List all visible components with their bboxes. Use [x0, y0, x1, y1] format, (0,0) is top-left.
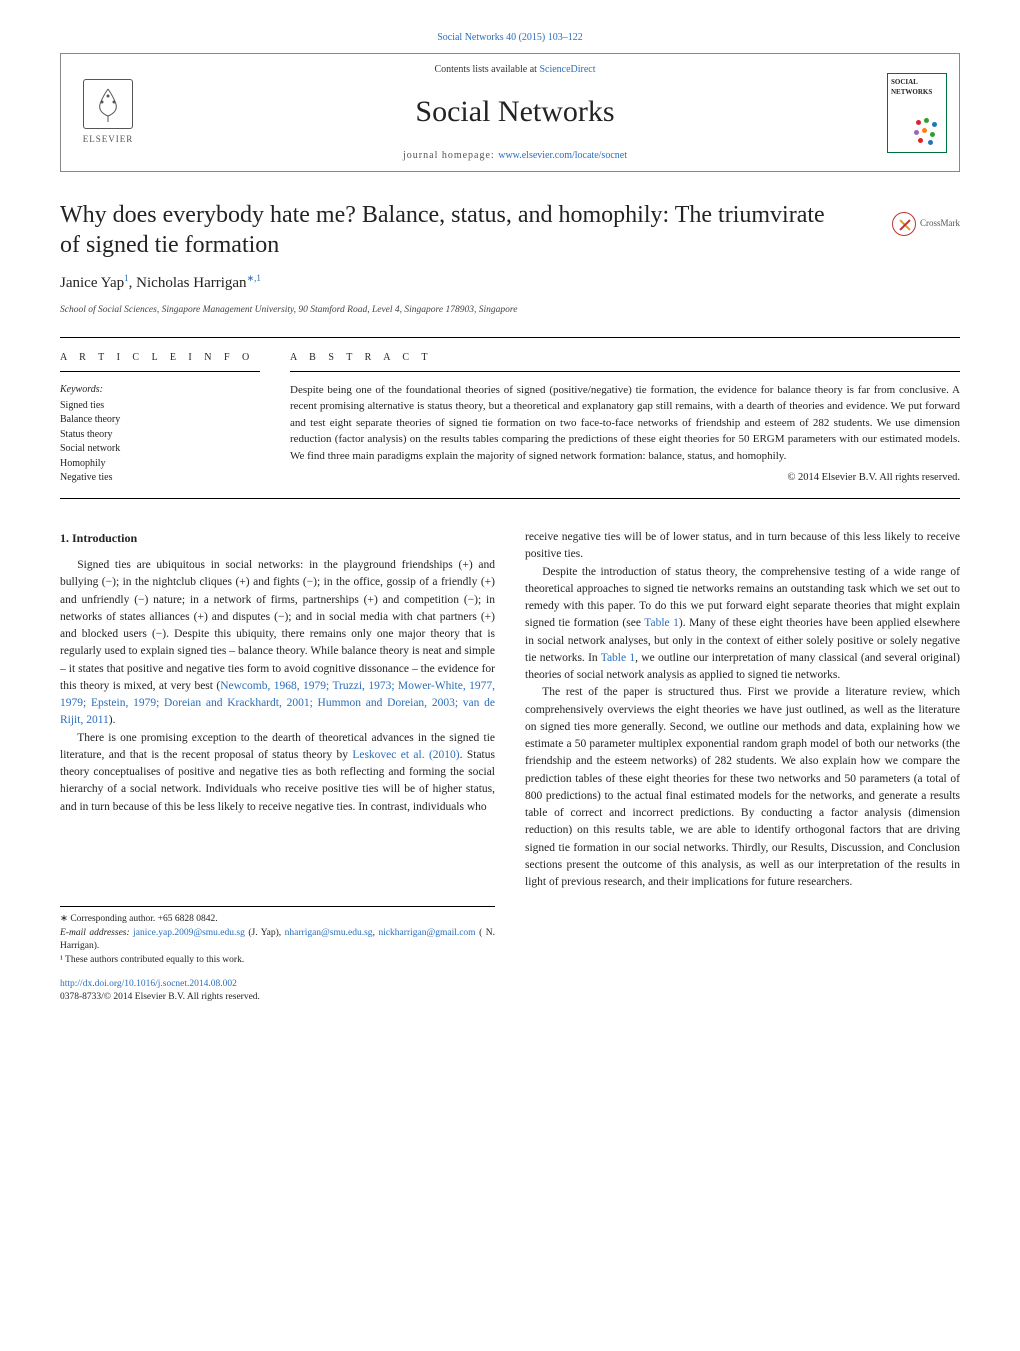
abstract-copyright: © 2014 Elsevier B.V. All rights reserved…	[290, 470, 960, 486]
keyword-item: Balance theory	[60, 413, 260, 428]
abstract: A B S T R A C T Despite being one of the…	[290, 350, 960, 486]
keyword-item: Negative ties	[60, 471, 260, 486]
affiliation: School of Social Sciences, Singapore Man…	[60, 303, 960, 317]
cover-title: SOCIAL NETWORKS	[891, 77, 943, 98]
email-3[interactable]: nickharrigan@gmail.com	[378, 928, 475, 938]
keywords-label: Keywords:	[60, 382, 260, 397]
homepage-prefix: journal homepage:	[403, 150, 498, 161]
keywords-list: Signed tiesBalance theoryStatus theorySo…	[60, 399, 260, 486]
journal-cover-thumbnail: SOCIAL NETWORKS	[887, 73, 947, 153]
email-2[interactable]: nharrigan@smu.edu.sg	[285, 928, 373, 938]
journal-header: ELSEVIER Contents lists available at Sci…	[60, 53, 960, 172]
para-3: Despite the introduction of status theor…	[525, 564, 960, 685]
article-info-label: A R T I C L E I N F O	[60, 350, 260, 372]
sciencedirect-link[interactable]: ScienceDirect	[539, 64, 595, 75]
email-1[interactable]: janice.yap.2009@smu.edu.sg	[133, 928, 245, 938]
header-center: Contents lists available at ScienceDirec…	[143, 62, 887, 163]
homepage-link[interactable]: www.elsevier.com/locate/socnet	[498, 150, 627, 161]
journal-name: Social Networks	[143, 89, 887, 134]
keyword-item: Signed ties	[60, 399, 260, 414]
cover-network-icon	[912, 116, 942, 146]
elsevier-logo: ELSEVIER	[73, 73, 143, 153]
para-2: There is one promising exception to the …	[60, 730, 495, 816]
para-4: The rest of the paper is structured thus…	[525, 684, 960, 891]
footnote-1: ¹ These authors contributed equally to t…	[60, 954, 495, 968]
author-2[interactable]: Nicholas Harrigan	[136, 275, 246, 291]
info-abstract-block: A R T I C L E I N F O Keywords: Signed t…	[60, 337, 960, 499]
right-column: receive negative ties will be of lower s…	[525, 529, 960, 1004]
para-cont: receive negative ties will be of lower s…	[525, 529, 960, 564]
abstract-text: Despite being one of the foundational th…	[290, 382, 960, 465]
abstract-label: A B S T R A C T	[290, 350, 960, 372]
doi-block: http://dx.doi.org/10.1016/j.socnet.2014.…	[60, 978, 495, 1005]
issn-copyright: 0378-8733/© 2014 Elsevier B.V. All right…	[60, 991, 495, 1004]
email-label: E-mail addresses:	[60, 928, 133, 938]
para-1-b: ).	[109, 714, 116, 726]
contents-line: Contents lists available at ScienceDirec…	[143, 62, 887, 77]
homepage-line: journal homepage: www.elsevier.com/locat…	[143, 148, 887, 163]
article-info: A R T I C L E I N F O Keywords: Signed t…	[60, 350, 260, 486]
email-1-who: (J. Yap),	[245, 928, 285, 938]
body-columns: 1. Introduction Signed ties are ubiquito…	[60, 529, 960, 1004]
para-1: Signed ties are ubiquitous in social net…	[60, 557, 495, 730]
footnote-corr: ∗ Corresponding author. +65 6828 0842.	[60, 913, 495, 927]
keyword-item: Homophily	[60, 457, 260, 472]
elsevier-tree-icon	[83, 79, 133, 129]
authors: Janice Yap1, Nicholas Harrigan∗,1	[60, 272, 960, 295]
citation-leskovec[interactable]: Leskovec et al. (2010)	[352, 749, 459, 761]
keyword-item: Status theory	[60, 428, 260, 443]
table-1-ref-a[interactable]: Table 1	[644, 617, 679, 629]
author-1[interactable]: Janice Yap	[60, 275, 124, 291]
author-2-sup[interactable]: ∗,1	[247, 273, 261, 283]
footnotes: ∗ Corresponding author. +65 6828 0842. E…	[60, 906, 495, 968]
section-1-title: 1. Introduction	[60, 529, 495, 547]
crossmark-icon	[892, 212, 916, 236]
left-column: 1. Introduction Signed ties are ubiquito…	[60, 529, 495, 1004]
journal-citation[interactable]: Social Networks 40 (2015) 103–122	[60, 30, 960, 45]
elsevier-label: ELSEVIER	[83, 133, 134, 147]
crossmark-badge[interactable]: CrossMark	[892, 212, 960, 236]
footnote-emails: E-mail addresses: janice.yap.2009@smu.ed…	[60, 927, 495, 955]
table-1-ref-b[interactable]: Table 1	[601, 652, 635, 664]
para-1-a: Signed ties are ubiquitous in social net…	[60, 559, 495, 692]
article-title: Why does everybody hate me? Balance, sta…	[60, 200, 960, 260]
keyword-item: Social network	[60, 442, 260, 457]
doi-link[interactable]: http://dx.doi.org/10.1016/j.socnet.2014.…	[60, 979, 237, 989]
contents-prefix: Contents lists available at	[434, 64, 539, 75]
crossmark-label: CrossMark	[920, 217, 960, 231]
